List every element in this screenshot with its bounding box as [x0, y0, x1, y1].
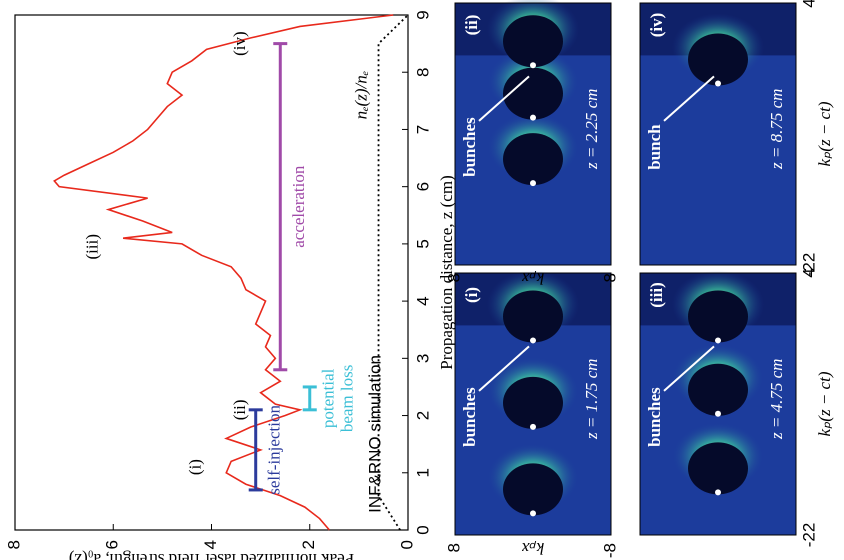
panel-note: bunches: [460, 387, 479, 447]
point-label: (i): [186, 459, 205, 475]
panel-z-label: z = 1.75 cm: [582, 359, 601, 440]
point-label: (iv): [230, 31, 249, 56]
range-label: potential: [319, 368, 338, 428]
x-axis-label: Propagation distance, z (cm): [437, 175, 456, 370]
panel-frame: [454, 272, 612, 536]
panel-x-label: kₚ(z − ct): [815, 101, 834, 166]
bubble: [688, 33, 748, 86]
simulation-panel: (ii) z = 2.25 cm bunches: [454, 0, 612, 266]
bunch: [715, 489, 721, 496]
panel-y-tick-label: -8: [600, 543, 619, 558]
bubble: [503, 67, 563, 120]
y-tick-label: 8: [4, 540, 23, 549]
arrow: [663, 345, 715, 392]
x-tick-label: 0: [413, 525, 432, 534]
bubble: [503, 15, 563, 68]
panel-note: bunches: [645, 387, 664, 447]
panel-frame: [639, 2, 797, 266]
range-label: acceleration: [289, 165, 308, 248]
arrow: [478, 345, 530, 392]
x-tick-label: 8: [413, 67, 432, 76]
bunch: [530, 180, 536, 187]
y-tick-label: 4: [201, 540, 220, 549]
panel-y-label: kₚx: [521, 539, 544, 558]
simulation-panel: (iv) z = 8.75 cm bunch: [639, 2, 797, 266]
density-label: nₑ(z)/nₑ: [351, 71, 370, 120]
panel-x-tick-label: -22: [799, 253, 818, 278]
simulation-label: INF&RNO simulation: [366, 355, 385, 513]
panel-z-label: z = 2.25 cm: [582, 89, 601, 170]
bunch: [530, 423, 536, 430]
x-tick-label: 6: [413, 182, 432, 191]
panel-y-tick-label: 8: [444, 543, 463, 552]
bunch: [530, 337, 536, 344]
y-tick-label: 0: [397, 540, 416, 549]
bubble: [503, 290, 563, 343]
bunch: [715, 80, 721, 87]
panel-x-tick-label: 4: [799, 268, 818, 277]
y-tick-label: 2: [299, 540, 318, 549]
panel-frame: [454, 2, 612, 266]
panel-y-tick-label: 8: [444, 273, 463, 282]
x-tick-label: 7: [413, 125, 432, 134]
panel-y-tick-label: -8: [600, 273, 619, 288]
x-tick-label: 5: [413, 239, 432, 248]
bubble: [503, 376, 563, 429]
x-tick-label: 1: [413, 468, 432, 477]
bunch: [530, 62, 536, 69]
bubble: [688, 363, 748, 416]
range-label: beam loss: [338, 365, 357, 433]
panel-note: bunch: [645, 124, 664, 170]
bubble: [503, 133, 563, 186]
simulation-panel: (iii) z = 4.75 cm bunches: [639, 270, 797, 536]
panel-x-tick-label: -22: [799, 523, 818, 548]
x-tick-label: 3: [413, 354, 432, 363]
bunch: [530, 510, 536, 517]
panel-x-tick-label: 4: [799, 0, 818, 8]
panel-tag: (i): [462, 287, 481, 303]
x-tick-label: 2: [413, 411, 432, 420]
bunch: [530, 114, 536, 121]
panel-x-label: kₚ(z − ct): [815, 371, 834, 436]
panel-tag: (iv): [647, 13, 666, 38]
panel-bg: [640, 3, 796, 265]
x-tick-label: 9: [413, 10, 432, 19]
panel-tag: (ii): [462, 15, 481, 36]
panel-frame: [639, 272, 797, 536]
panel-note: bunches: [460, 117, 479, 177]
plot-frame: [14, 14, 409, 531]
panel-y-label: kₚx: [521, 269, 544, 288]
x-tick-label: 4: [413, 296, 432, 305]
data-line: [53, 14, 394, 531]
bunch: [715, 410, 721, 417]
panel-z-label: z = 8.75 cm: [767, 89, 786, 170]
y-tick-label: 6: [103, 540, 122, 549]
density-line: [377, 14, 409, 531]
arrow: [663, 75, 715, 122]
arrow: [478, 75, 530, 122]
panel-z-label: z = 4.75 cm: [767, 359, 786, 440]
point-label: (iii): [83, 234, 102, 260]
bubble: [688, 290, 748, 343]
bunch: [715, 337, 721, 344]
simulation-panel: (i) z = 1.75 cm bunches: [454, 270, 612, 536]
point-label: (ii): [230, 399, 249, 420]
panel-tag: (iii): [647, 282, 666, 308]
bubble: [503, 463, 563, 516]
range-label: self-injection: [265, 405, 284, 495]
y-axis-label: Peak normalized laser field strength, a₀…: [69, 550, 354, 560]
bubble: [688, 442, 748, 495]
